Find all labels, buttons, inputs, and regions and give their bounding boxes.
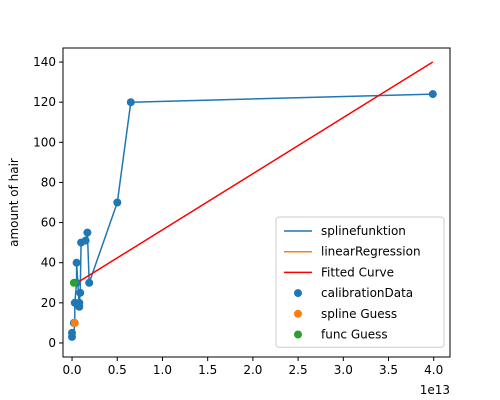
scatter-point-0-13: [113, 198, 122, 207]
y-tick-label: 20: [41, 296, 56, 310]
legend-label: Fitted Curve: [321, 265, 394, 279]
legend-label: calibrationData: [321, 286, 413, 300]
scatter-point-0-12: [85, 278, 94, 287]
x-axis-offset-label: 1e13: [420, 383, 450, 397]
y-tick-label: 80: [41, 175, 56, 189]
x-tick-label: 3.5: [379, 363, 398, 377]
x-tick-label: 0.5: [108, 363, 127, 377]
y-axis-label: amount of hair: [7, 158, 21, 247]
x-tick-label: 0.0: [62, 363, 81, 377]
x-tick-label: 1.0: [153, 363, 172, 377]
scatter-point-0-7: [75, 298, 84, 307]
x-tick-label: 4.0: [424, 363, 443, 377]
scatter-point-0-15: [428, 90, 437, 99]
legend-box: [275, 216, 445, 348]
legend: splinefunktion linearRegression Fitted Cur…: [275, 216, 445, 348]
x-tick-label: 3.0: [334, 363, 353, 377]
y-tick-label: 60: [41, 216, 56, 230]
scatter-point-0-10: [81, 236, 90, 245]
y-tick-label: 140: [33, 55, 56, 69]
x-tick-label: 1.5: [198, 363, 217, 377]
legend-label: func Guess: [321, 328, 388, 342]
y-tick-label: 40: [41, 256, 56, 270]
legend-label: spline Guess: [321, 307, 397, 321]
y-tick-label: 0: [48, 336, 56, 350]
y-tick-label: 120: [33, 95, 56, 109]
y-tick-label: 100: [33, 135, 56, 149]
axes-frame: [62, 47, 451, 358]
scatter-point-0-11: [83, 228, 92, 237]
scatter-point-2-0: [69, 278, 78, 287]
series-line-2: [73, 61, 434, 286]
legend-label: splinefunktion: [321, 224, 406, 238]
x-tick-label: 2.5: [289, 363, 308, 377]
scatter-point-0-5: [72, 258, 81, 267]
series-line-0: [71, 93, 433, 338]
scatter-point-0-8: [76, 288, 85, 297]
ticks: 0.0 0.5 1.0 1.5 2.0 2.5 3.0 3.5 4.0 0 20 40 60 80 100 1…: [33, 55, 443, 377]
scatter-point-0-14: [126, 98, 135, 107]
legend-label: linearRegression: [321, 245, 421, 259]
scatter-point-0-1: [68, 328, 76, 337]
legend-marker-swatch: [294, 289, 302, 298]
x-tick-label: 2.0: [243, 363, 262, 377]
plot-area: [68, 61, 437, 341]
scatter-point-1-0: [70, 318, 79, 327]
legend-marker-swatch: [294, 330, 302, 339]
legend-marker-swatch: [294, 309, 302, 318]
